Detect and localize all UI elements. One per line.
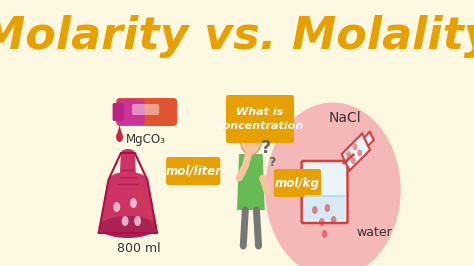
Ellipse shape xyxy=(109,172,147,188)
Text: NaCl: NaCl xyxy=(328,111,361,125)
Ellipse shape xyxy=(265,102,401,266)
FancyBboxPatch shape xyxy=(117,99,145,125)
Polygon shape xyxy=(135,180,138,195)
Circle shape xyxy=(122,216,128,226)
Polygon shape xyxy=(342,134,370,171)
Polygon shape xyxy=(147,209,150,218)
FancyBboxPatch shape xyxy=(226,95,294,143)
Text: mol/kg: mol/kg xyxy=(275,177,320,189)
FancyBboxPatch shape xyxy=(116,98,177,126)
Text: What is
concentration: What is concentration xyxy=(216,107,303,131)
Text: water: water xyxy=(357,226,392,239)
Text: mol/liter: mol/liter xyxy=(165,164,221,177)
Text: MgCO₃: MgCO₃ xyxy=(126,134,166,147)
Text: 800 ml: 800 ml xyxy=(117,242,161,255)
Polygon shape xyxy=(364,132,374,146)
Polygon shape xyxy=(142,197,145,208)
Circle shape xyxy=(247,117,258,133)
Text: ?: ? xyxy=(268,156,275,169)
Circle shape xyxy=(357,149,362,156)
Ellipse shape xyxy=(121,149,135,157)
Circle shape xyxy=(134,216,141,226)
Polygon shape xyxy=(99,180,157,233)
FancyBboxPatch shape xyxy=(304,195,345,220)
Circle shape xyxy=(351,157,356,164)
Circle shape xyxy=(113,202,120,212)
Polygon shape xyxy=(154,226,157,232)
FancyBboxPatch shape xyxy=(301,161,347,223)
Circle shape xyxy=(331,216,337,224)
Polygon shape xyxy=(140,193,144,205)
Polygon shape xyxy=(152,222,155,228)
Ellipse shape xyxy=(99,216,157,238)
Polygon shape xyxy=(237,154,265,210)
Polygon shape xyxy=(137,184,140,198)
Text: Molarity vs. Molality: Molarity vs. Molality xyxy=(0,15,474,57)
Polygon shape xyxy=(138,188,142,202)
FancyBboxPatch shape xyxy=(166,157,220,185)
Polygon shape xyxy=(145,205,149,215)
Polygon shape xyxy=(149,213,152,222)
Circle shape xyxy=(322,230,328,238)
Text: ?: ? xyxy=(261,139,272,157)
Circle shape xyxy=(346,151,351,158)
Polygon shape xyxy=(144,201,147,212)
Circle shape xyxy=(240,125,261,155)
Polygon shape xyxy=(118,125,122,133)
FancyBboxPatch shape xyxy=(132,104,159,115)
Polygon shape xyxy=(150,218,154,225)
FancyBboxPatch shape xyxy=(274,169,321,197)
Circle shape xyxy=(325,204,330,212)
Circle shape xyxy=(130,198,137,208)
FancyBboxPatch shape xyxy=(113,103,124,121)
Circle shape xyxy=(312,206,318,214)
Polygon shape xyxy=(119,153,136,180)
Circle shape xyxy=(116,132,123,142)
Circle shape xyxy=(319,218,325,226)
Circle shape xyxy=(353,143,357,150)
